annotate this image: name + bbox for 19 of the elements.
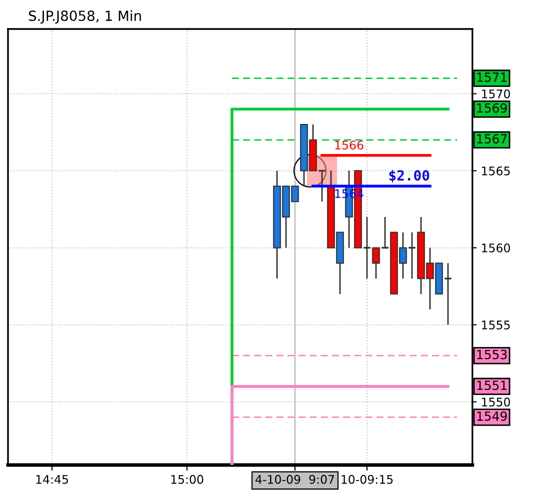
data-label: 1553 — [477, 350, 507, 360]
annotation: $2.00 — [389, 170, 430, 183]
data-label: 1567 — [477, 134, 507, 144]
x-tick-label: 14:45 — [36, 475, 68, 484]
x-tick-label: 15:00 — [171, 474, 204, 484]
annotation: 1569 — [477, 103, 507, 113]
data-label: 1566 — [335, 140, 364, 150]
y-tick-label: 1550 — [482, 398, 510, 406]
y-tick-label: 1560 — [482, 243, 510, 252]
y-tick-label: 1570 — [482, 89, 510, 98]
data-label: 1564 — [335, 189, 364, 198]
data-label: 1549 — [477, 411, 507, 421]
x-tick-label: 4-10-09 9:07 — [256, 474, 334, 484]
y-tick-label: 1565 — [482, 166, 510, 176]
data-label: 1571 — [477, 72, 507, 82]
chart-title: S.JP.J8058, 1 Min — [28, 10, 141, 24]
x-tick-label: 10-09:15 — [342, 474, 393, 484]
y-tick-label: 1555 — [482, 320, 510, 330]
annotation: 1551 — [477, 380, 507, 390]
